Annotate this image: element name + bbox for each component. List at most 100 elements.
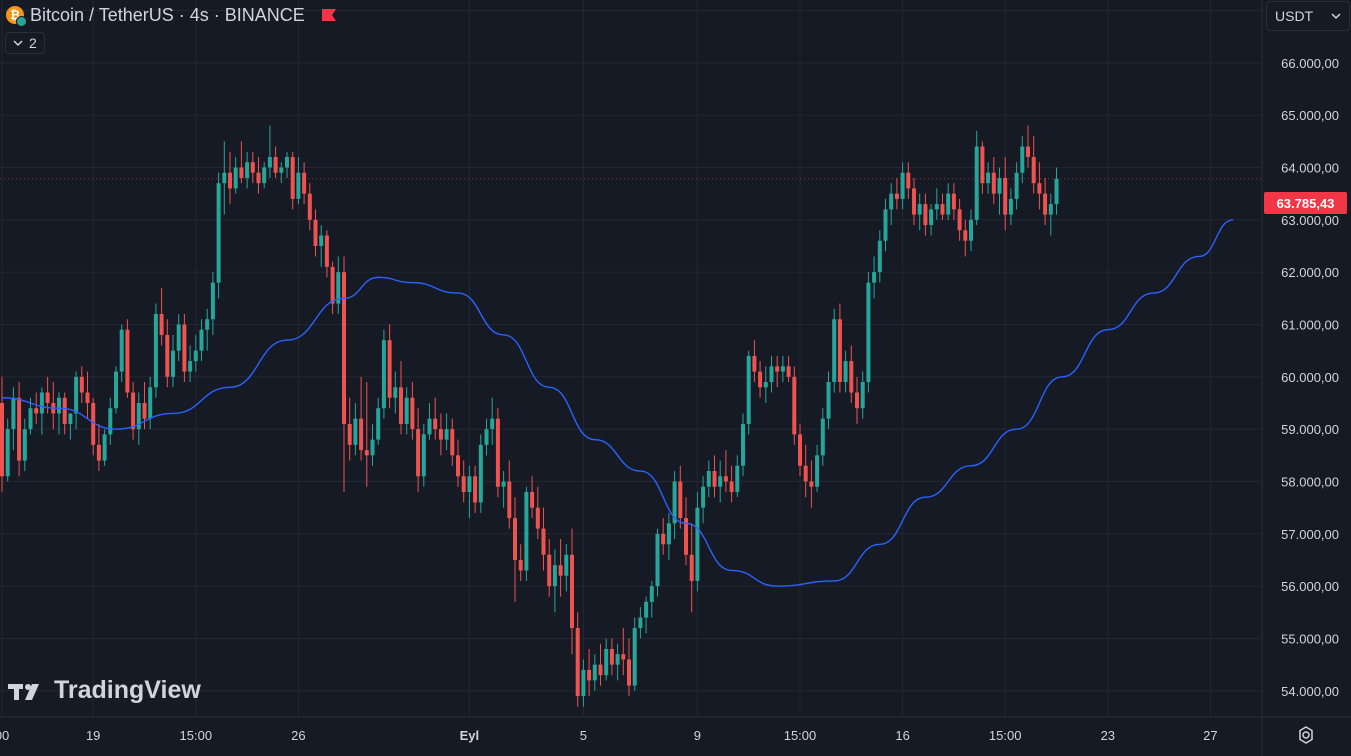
candle <box>535 486 540 540</box>
currency-select[interactable]: USDT <box>1266 1 1350 31</box>
candle-body <box>587 669 592 681</box>
candle <box>62 392 67 435</box>
candle <box>701 476 706 524</box>
candle <box>980 141 985 194</box>
chart-settings-button[interactable] <box>1295 724 1317 746</box>
candle-body <box>695 507 700 581</box>
candle-body <box>85 392 90 403</box>
candle-body <box>763 382 768 388</box>
candle-body <box>820 418 825 456</box>
candle <box>632 617 637 691</box>
indicators-collapse-button[interactable]: 2 <box>5 32 45 54</box>
candle-body <box>609 648 614 665</box>
candle <box>655 528 660 597</box>
candle <box>969 209 973 252</box>
candle <box>108 397 113 445</box>
candle-body <box>501 481 506 487</box>
tradingview-logo[interactable]: TradingView <box>8 676 201 705</box>
candle-body <box>290 157 295 199</box>
candle-body <box>843 361 848 383</box>
candle <box>798 423 802 477</box>
candle <box>433 397 438 440</box>
candle <box>609 638 614 676</box>
candle-body <box>256 172 261 184</box>
time-axis: 00 19 15:00 26 Eyl 5 9 15:00 16 15:00 23 27 <box>0 728 1218 743</box>
candle-body <box>524 491 529 571</box>
flag-icon[interactable] <box>321 8 337 22</box>
candle-body <box>1008 198 1013 215</box>
chart-header[interactable]: ₿ Bitcoin / TetherUS · 4s · BINANCE <box>6 4 337 27</box>
candle-body <box>666 523 671 545</box>
candle-body <box>837 319 842 383</box>
candle <box>541 507 546 571</box>
candle-body <box>313 219 318 246</box>
time-tick-label: 26 <box>291 728 305 743</box>
candle <box>96 423 101 472</box>
candle <box>695 491 700 592</box>
candle-body <box>775 366 780 372</box>
candle-body <box>575 628 580 697</box>
candle-body <box>758 371 763 388</box>
candle-body <box>438 429 443 440</box>
candle-body <box>421 434 426 477</box>
candle <box>399 361 403 435</box>
candle <box>627 638 631 697</box>
candle-body <box>963 230 968 241</box>
candle-body <box>906 172 911 189</box>
time-tick-label: Eyl <box>460 728 480 743</box>
candle-body <box>34 408 39 414</box>
candle <box>706 460 711 498</box>
candle-body <box>929 209 934 226</box>
candle <box>780 355 785 383</box>
candle-body <box>689 554 694 581</box>
candle <box>279 162 284 184</box>
candle <box>581 659 586 707</box>
candle <box>718 460 723 503</box>
candle-body <box>752 355 757 372</box>
candle-body <box>649 586 654 602</box>
candle-body <box>900 172 905 199</box>
candle <box>906 162 911 199</box>
candle-body <box>296 172 301 199</box>
candle-body <box>131 392 136 430</box>
candle <box>188 345 193 383</box>
time-tick-label: 15:00 <box>989 728 1022 743</box>
candle-body <box>917 204 922 215</box>
candle-body <box>222 172 227 184</box>
candle-body <box>433 418 438 430</box>
candle <box>17 382 22 477</box>
candle-body <box>621 654 626 660</box>
chevron-down-icon <box>1331 12 1341 19</box>
price-tick-label: 64.000,00 <box>1281 160 1339 175</box>
candle <box>661 518 666 555</box>
candle <box>478 434 483 513</box>
symbol-title[interactable]: Bitcoin / TetherUS · 4s · BINANCE <box>30 4 305 25</box>
candle <box>176 314 181 362</box>
candle <box>689 523 694 613</box>
candle <box>199 319 204 362</box>
candle-body <box>974 146 979 220</box>
candle-body <box>302 172 307 194</box>
candle <box>427 402 432 440</box>
candle <box>307 183 312 231</box>
candle-body <box>746 355 751 424</box>
candle-body <box>513 518 517 560</box>
candle <box>986 162 991 194</box>
candle <box>820 408 825 466</box>
candle-body <box>803 465 808 482</box>
candle-body <box>267 157 272 168</box>
candle-body <box>815 455 820 487</box>
price-axis: 67.000,0066.000,0065.000,0064.000,0063.0… <box>1281 3 1339 698</box>
candle <box>957 198 962 241</box>
candle <box>444 413 449 451</box>
candle-body <box>136 402 141 430</box>
candle-body <box>324 235 329 267</box>
candle <box>826 371 831 430</box>
candle-body <box>860 382 865 409</box>
candle <box>552 549 557 613</box>
candle <box>381 329 386 419</box>
candle-body <box>182 324 187 372</box>
candle <box>410 382 415 440</box>
candle-body <box>712 471 717 487</box>
